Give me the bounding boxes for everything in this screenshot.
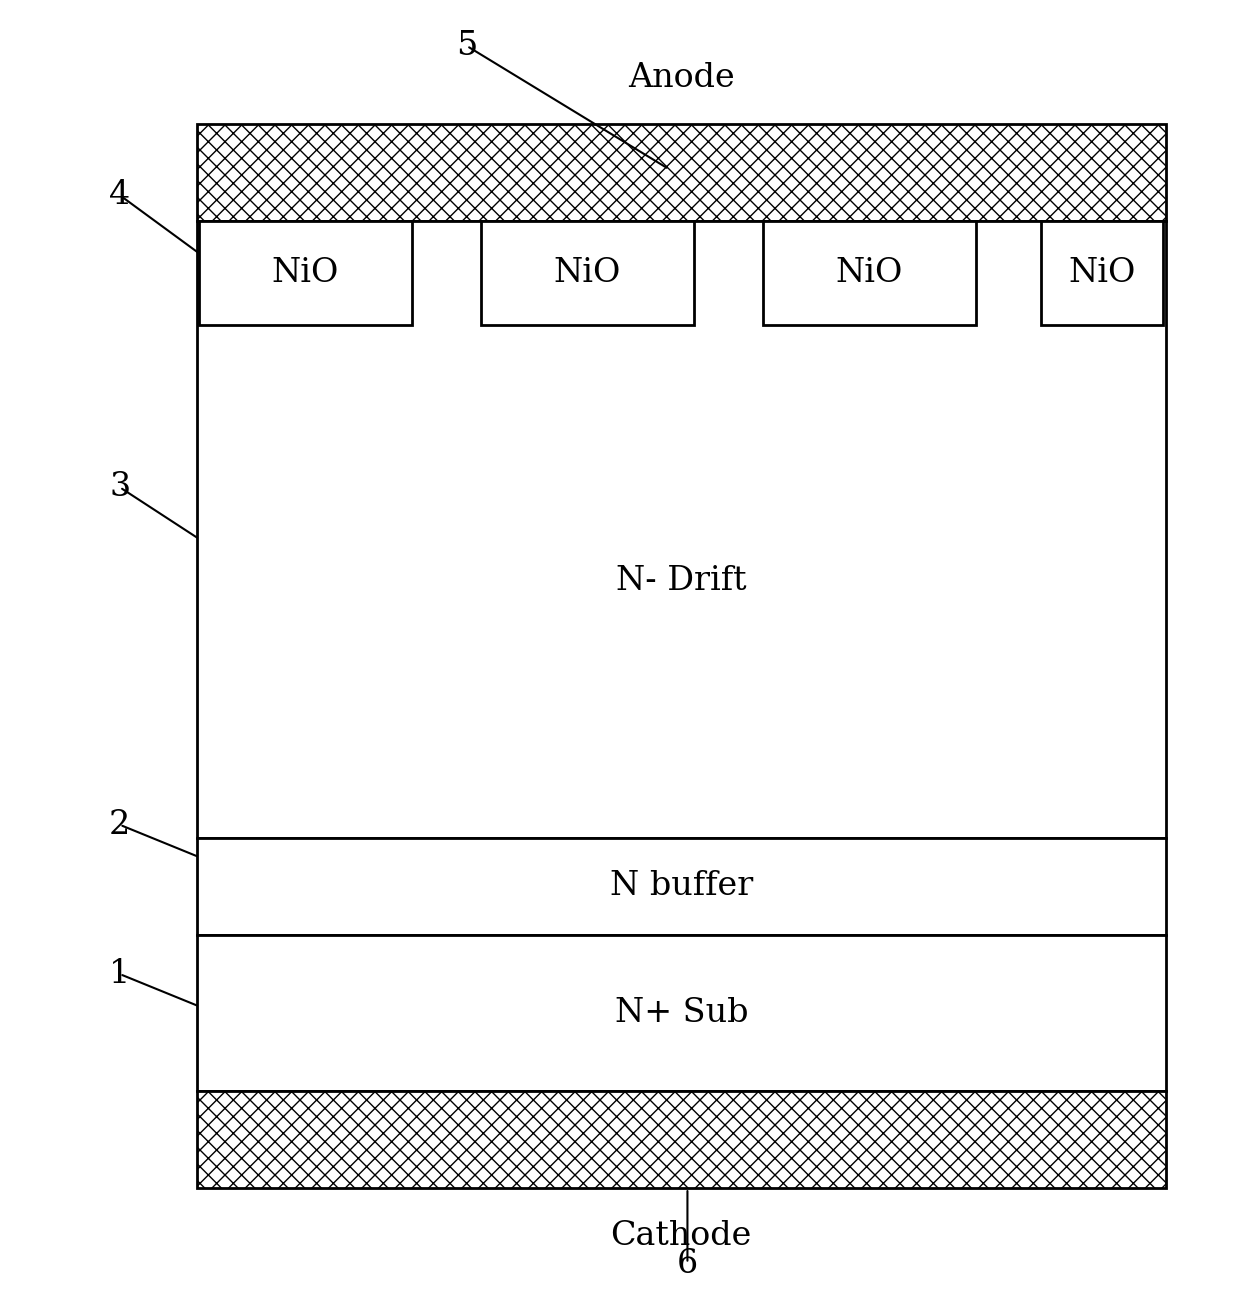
Bar: [1040, 222, 1163, 325]
Text: N- Drift: N- Drift: [616, 565, 746, 597]
Text: N+ Sub: N+ Sub: [615, 997, 748, 1029]
Text: 1: 1: [109, 958, 130, 991]
Text: NiO: NiO: [836, 257, 903, 289]
Text: 4: 4: [109, 180, 130, 211]
Text: N buffer: N buffer: [610, 870, 753, 903]
Text: 3: 3: [109, 471, 130, 504]
Bar: [197, 222, 1166, 838]
Bar: [764, 222, 976, 325]
Text: NiO: NiO: [554, 257, 621, 289]
Bar: [200, 222, 412, 325]
Bar: [197, 838, 1166, 935]
Text: NiO: NiO: [272, 257, 340, 289]
Text: 2: 2: [109, 808, 130, 841]
Text: Anode: Anode: [627, 63, 734, 94]
Bar: [197, 935, 1166, 1090]
Text: Cathode: Cathode: [610, 1220, 751, 1252]
Bar: [481, 222, 693, 325]
Text: 6: 6: [677, 1248, 698, 1279]
Text: NiO: NiO: [1068, 257, 1136, 289]
Text: 5: 5: [456, 30, 477, 62]
Bar: [197, 1090, 1166, 1189]
Bar: [197, 123, 1166, 222]
